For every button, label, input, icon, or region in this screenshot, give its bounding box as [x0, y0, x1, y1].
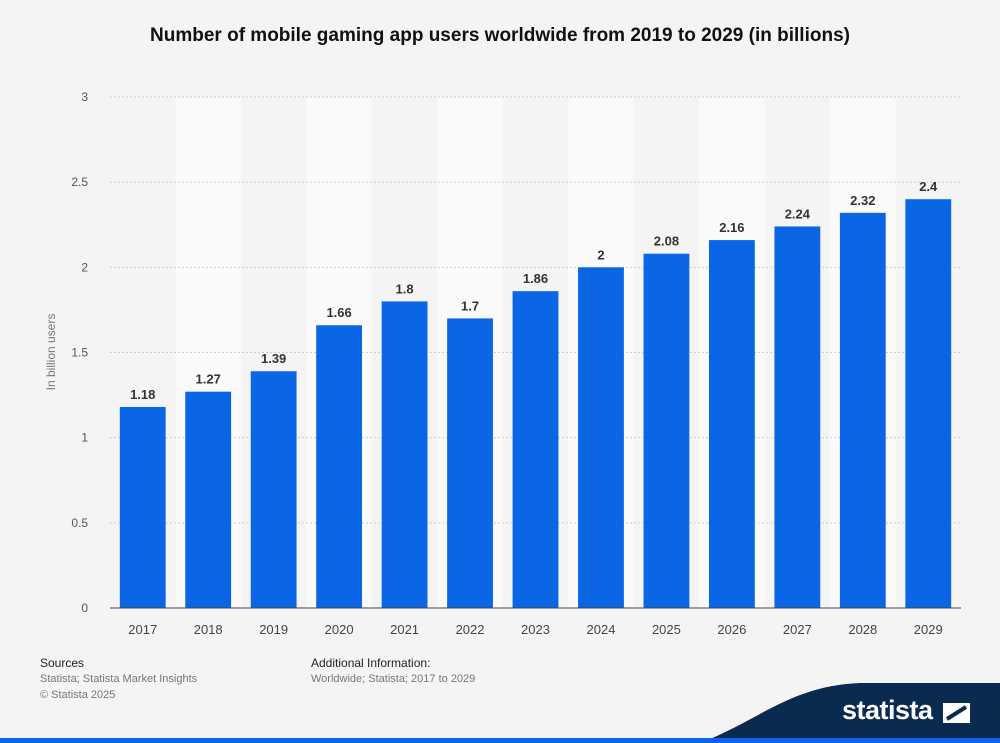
- bar-2024[interactable]: [578, 267, 624, 608]
- bars: [119, 199, 952, 608]
- value-label-2022: 1.7: [461, 298, 479, 313]
- value-label-2019: 1.39: [261, 351, 286, 366]
- value-label-2020: 1.66: [326, 305, 351, 320]
- bar-2022[interactable]: [447, 318, 493, 608]
- value-label-2023: 1.86: [523, 271, 548, 286]
- chart-title: Number of mobile gaming app users worldw…: [150, 25, 850, 46]
- y-tick-label: 0.5: [71, 516, 88, 530]
- bar-2029[interactable]: [905, 199, 952, 608]
- value-label-2024: 2: [597, 247, 604, 262]
- value-label-2029: 2.4: [919, 179, 938, 194]
- bar-2021[interactable]: [381, 301, 428, 608]
- footer-additional-info: Additional Information: Worldwide; Stati…: [311, 655, 475, 687]
- value-label-2021: 1.8: [396, 281, 414, 296]
- y-tick-label: 2: [81, 260, 88, 274]
- value-label-2027: 2.24: [785, 206, 811, 221]
- value-label-2025: 2.08: [654, 234, 679, 249]
- bar-2023[interactable]: [512, 291, 559, 608]
- bar-2019[interactable]: [250, 371, 297, 608]
- y-tick-label: 2.5: [71, 175, 88, 189]
- x-tick-label-2018: 2018: [194, 622, 223, 637]
- x-axis-ticks: 2017 2018 2019 2020 2021 2022 2023 2024 2025 2026…: [128, 622, 942, 637]
- x-tick-label-2023: 2023: [521, 622, 550, 637]
- value-label-2028: 2.32: [850, 193, 875, 208]
- additional-info-heading: Additional Information:: [311, 656, 431, 670]
- x-tick-label-2021: 2021: [390, 622, 419, 637]
- x-tick-label-2019: 2019: [259, 622, 288, 637]
- x-tick-label-2026: 2026: [717, 622, 746, 637]
- bar-2026[interactable]: [708, 240, 755, 608]
- y-tick-label: 1: [81, 431, 88, 445]
- bar-2018[interactable]: [185, 391, 232, 608]
- x-tick-label-2017: 2017: [128, 622, 157, 637]
- y-axis-label: In billion users: [44, 314, 58, 391]
- x-tick-label-2028: 2028: [848, 622, 877, 637]
- value-label-2018: 1.27: [196, 372, 221, 387]
- footer-sources: Sources Statista; Statista Market Insigh…: [40, 655, 197, 703]
- y-tick-label: 0: [81, 601, 88, 615]
- bar-2020[interactable]: [316, 325, 363, 608]
- y-axis-ticks: 0 0.5 1 1.5 2 2.5 3: [71, 90, 88, 615]
- bar-2028[interactable]: [839, 212, 886, 608]
- value-labels: 1.18 1.27 1.39 1.66 1.8 1.7 1.86 2 2.08 2.16 2.24 2…: [130, 179, 938, 402]
- bar-2027[interactable]: [774, 226, 821, 608]
- additional-info-line: Worldwide; Statista; 2017 to 2029: [311, 673, 476, 685]
- x-tick-label-2029: 2029: [914, 622, 943, 637]
- sources-heading: Sources: [40, 656, 85, 670]
- bar-2017[interactable]: [119, 407, 166, 608]
- y-tick-label: 1.5: [71, 346, 88, 360]
- bar-2025[interactable]: [643, 253, 690, 608]
- x-tick-label-2022: 2022: [456, 622, 485, 637]
- x-tick-label-2020: 2020: [325, 622, 354, 637]
- x-tick-label-2024: 2024: [587, 622, 616, 637]
- value-label-2017: 1.18: [130, 387, 155, 402]
- value-label-2026: 2.16: [719, 220, 744, 235]
- x-tick-label-2027: 2027: [783, 622, 812, 637]
- copyright-line: © Statista 2025: [40, 689, 116, 701]
- x-tick-label-2025: 2025: [652, 622, 681, 637]
- sources-line[interactable]: Statista; Statista Market Insights: [40, 673, 198, 685]
- y-tick-label: 3: [81, 90, 88, 104]
